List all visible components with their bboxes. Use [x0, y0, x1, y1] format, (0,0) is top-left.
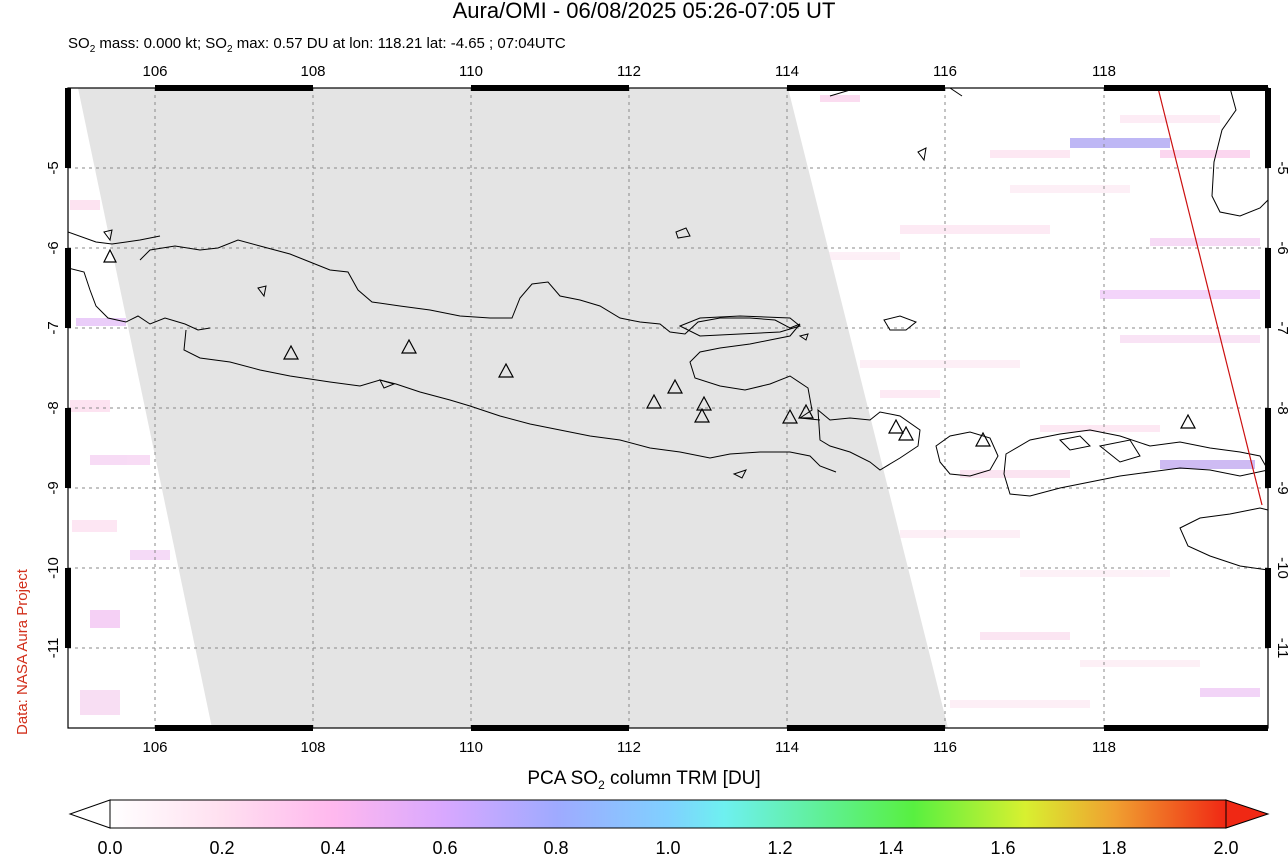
triangle-icon [695, 395, 713, 411]
triangle-icon [797, 403, 815, 419]
colorbar-tick: 1.4 [878, 838, 903, 855]
colorbar-scale [109, 799, 1227, 829]
lon-tick: 118 [1092, 63, 1116, 80]
so2-streaks-west [70, 200, 170, 715]
lat-labels-right: -5 -6 -7 -8 -9 -10 -11 [1274, 161, 1288, 658]
lon-tick: 116 [933, 739, 957, 756]
lat-tick: -6 [45, 241, 62, 254]
colorbar-high-arrow [1225, 799, 1270, 829]
no-data-swath [78, 88, 948, 728]
lat-tick: -9 [1274, 481, 1288, 494]
lon-tick: 110 [459, 739, 483, 756]
triangle-icon [666, 378, 684, 394]
lat-tick: -9 [45, 481, 62, 494]
colorbar-tick: 1.0 [655, 838, 680, 855]
triangle-icon [1179, 413, 1197, 429]
map-area [68, 88, 1268, 728]
triangle-icon [282, 344, 300, 360]
colorbar-tick: 0.6 [432, 838, 457, 855]
lat-tick: -5 [1274, 161, 1288, 174]
lon-tick: 108 [300, 739, 325, 756]
colorbar-label: PCA SO2 column TRM [DU] [527, 768, 761, 792]
lat-tick: -10 [45, 557, 62, 579]
lon-tick: 118 [1092, 739, 1116, 756]
lat-tick: -8 [45, 401, 62, 414]
lon-labels-top: 106 108 110 112 114 116 118 [142, 63, 1115, 80]
lat-tick: -7 [45, 321, 62, 334]
triangle-icon [897, 425, 915, 441]
lat-tick: -10 [1274, 557, 1288, 579]
colorbar-tick: 1.6 [990, 838, 1015, 855]
lon-tick: 114 [775, 63, 799, 80]
map-title: Aura/OMI - 06/08/2025 05:26-07:05 UT [452, 0, 836, 23]
colorbar-tick: 1.2 [767, 838, 792, 855]
lon-labels-bottom: 106 108 110 112 114 116 118 [142, 739, 1115, 756]
volcano-markers [103, 248, 1197, 447]
lon-tick: 114 [775, 739, 799, 756]
lon-tick: 112 [617, 739, 641, 756]
lon-tick: 112 [617, 63, 641, 80]
gridlines [68, 88, 1268, 728]
triangle-icon [103, 248, 117, 263]
triangle-icon [645, 393, 663, 409]
lat-tick: -8 [1274, 401, 1288, 414]
colorbar-tick: 2.0 [1213, 838, 1238, 855]
triangle-icon [497, 362, 515, 378]
lon-tick: 108 [300, 63, 325, 80]
triangle-icon [693, 407, 711, 423]
triangle-icon [781, 408, 799, 424]
lat-tick: -11 [1274, 638, 1288, 659]
colorbar-tick: 0.2 [209, 838, 234, 855]
triangle-icon [887, 418, 905, 434]
map-subtitle: SO2 mass: 0.000 kt; SO2 max: 0.57 DU at … [68, 35, 566, 55]
border-ticks [65, 85, 1271, 731]
colorbar-tick: 1.8 [1101, 838, 1126, 855]
colorbar-low-arrow [68, 799, 111, 829]
lon-tick: 106 [142, 739, 167, 756]
so2-streaks [820, 95, 1260, 708]
colorbar-tick: 0.4 [320, 838, 345, 855]
lat-tick: -5 [45, 161, 62, 174]
triangle-icon [400, 338, 418, 354]
colorbar: 0.0 0.2 0.4 0.6 0.8 1.0 1.2 1.4 1.6 1.8 … [68, 799, 1270, 855]
lon-tick: 110 [459, 63, 483, 80]
lat-tick: -6 [1274, 241, 1288, 254]
lon-tick: 106 [142, 63, 167, 80]
colorbar-tick: 0.8 [543, 838, 568, 855]
lat-tick: -7 [1274, 321, 1288, 334]
lat-tick: -11 [45, 638, 62, 659]
lon-tick: 116 [933, 63, 957, 80]
colorbar-tick: 0.0 [97, 838, 122, 855]
triangle-icon [974, 431, 992, 447]
lat-labels-left: -5 -6 -7 -8 -9 -10 -11 [45, 161, 62, 658]
orbit-edge [1157, 88, 1263, 506]
